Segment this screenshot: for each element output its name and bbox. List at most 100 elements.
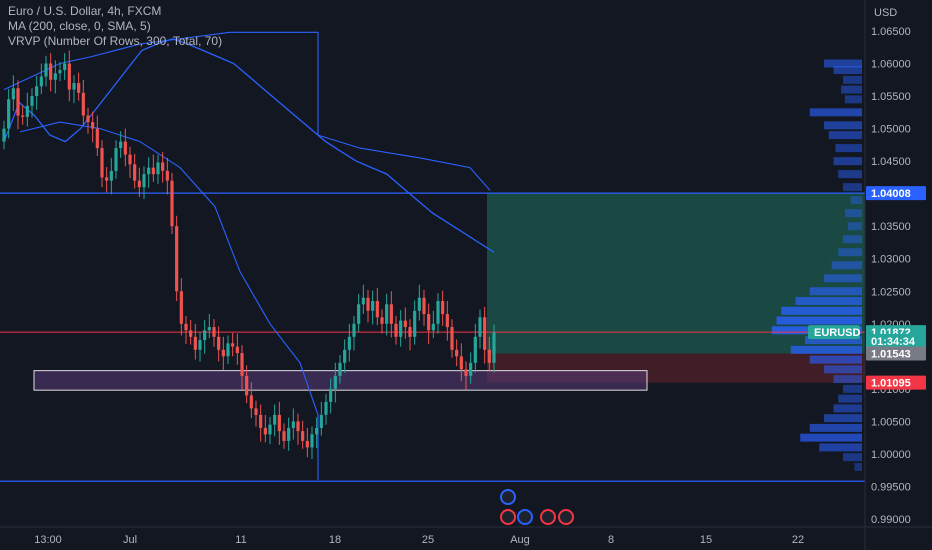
candle-body[interactable] bbox=[366, 297, 370, 311]
event-icons[interactable] bbox=[500, 489, 574, 525]
candle-body[interactable] bbox=[431, 323, 435, 331]
candle-body[interactable] bbox=[394, 323, 398, 337]
candle-body[interactable] bbox=[310, 434, 314, 448]
candle-body[interactable] bbox=[226, 343, 230, 357]
candle-body[interactable] bbox=[240, 353, 244, 376]
candle-body[interactable] bbox=[105, 177, 109, 181]
candle-body[interactable] bbox=[273, 414, 277, 425]
candle-body[interactable] bbox=[170, 180, 174, 227]
economic-event-icon[interactable] bbox=[500, 489, 516, 505]
candle-body[interactable] bbox=[343, 349, 347, 363]
candle-body[interactable] bbox=[16, 88, 20, 116]
candle-body[interactable] bbox=[21, 115, 25, 117]
candle-body[interactable] bbox=[7, 99, 11, 129]
candle-body[interactable] bbox=[179, 291, 183, 324]
candle-body[interactable] bbox=[263, 427, 267, 435]
candle-body[interactable] bbox=[329, 388, 333, 402]
candle-body[interactable] bbox=[385, 304, 389, 324]
candle-body[interactable] bbox=[427, 314, 431, 331]
candle-body[interactable] bbox=[249, 395, 253, 409]
candle-body[interactable] bbox=[408, 327, 412, 337]
economic-event-icon[interactable] bbox=[500, 509, 516, 525]
candle-body[interactable] bbox=[380, 317, 384, 324]
candle-body[interactable] bbox=[133, 164, 137, 181]
candle-body[interactable] bbox=[39, 76, 43, 87]
candle-body[interactable] bbox=[473, 336, 477, 363]
candle-body[interactable] bbox=[189, 330, 193, 337]
candle-body[interactable] bbox=[338, 362, 342, 376]
candle-body[interactable] bbox=[305, 440, 309, 448]
candle-body[interactable] bbox=[287, 427, 291, 441]
candle-body[interactable] bbox=[245, 375, 249, 396]
candle-body[interactable] bbox=[161, 162, 165, 171]
candle-body[interactable] bbox=[291, 421, 295, 428]
candle-body[interactable] bbox=[81, 92, 85, 116]
candle-body[interactable] bbox=[231, 343, 235, 347]
candle-body[interactable] bbox=[221, 349, 225, 357]
candle-body[interactable] bbox=[324, 401, 328, 415]
candle-body[interactable] bbox=[147, 167, 151, 175]
candle-body[interactable] bbox=[403, 320, 407, 328]
candle-body[interactable] bbox=[389, 304, 393, 324]
candle-body[interactable] bbox=[371, 301, 375, 311]
candle-body[interactable] bbox=[333, 375, 337, 389]
candle-body[interactable] bbox=[455, 349, 459, 357]
candle-body[interactable] bbox=[2, 128, 6, 142]
economic-event-icon[interactable] bbox=[558, 509, 574, 525]
candle-body[interactable] bbox=[109, 170, 113, 181]
candle-body[interactable] bbox=[417, 297, 421, 311]
candle-body[interactable] bbox=[58, 70, 62, 74]
candle-body[interactable] bbox=[301, 431, 305, 441]
ma-indicator-label[interactable]: MA (200, close, 0, SMA, 5) bbox=[8, 19, 151, 33]
candle-body[interactable] bbox=[203, 330, 207, 341]
candle-body[interactable] bbox=[422, 297, 426, 315]
candle-body[interactable] bbox=[137, 180, 141, 188]
candle-body[interactable] bbox=[347, 336, 351, 350]
candle-body[interactable] bbox=[91, 122, 95, 129]
candle-body[interactable] bbox=[445, 314, 449, 328]
candle-body[interactable] bbox=[123, 141, 127, 155]
candle-body[interactable] bbox=[207, 327, 211, 331]
candle-body[interactable] bbox=[49, 63, 53, 80]
candle-body[interactable] bbox=[357, 304, 361, 324]
candle-body[interactable] bbox=[282, 431, 286, 441]
candle-body[interactable] bbox=[156, 162, 160, 175]
candle-body[interactable] bbox=[464, 369, 468, 376]
candle-body[interactable] bbox=[259, 414, 263, 428]
vrvp-indicator-label[interactable]: VRVP (Number Of Rows, 300, Total, 70) bbox=[8, 34, 223, 48]
symbol-title[interactable]: Euro / U.S. Dollar, 4h, FXCM bbox=[8, 4, 162, 18]
candle-body[interactable] bbox=[67, 63, 71, 90]
candle-body[interactable] bbox=[296, 421, 300, 432]
candle-body[interactable] bbox=[114, 148, 118, 171]
candle-body[interactable] bbox=[459, 356, 463, 370]
candle-body[interactable] bbox=[361, 297, 365, 305]
candle-body[interactable] bbox=[11, 88, 15, 100]
candle-body[interactable] bbox=[95, 128, 99, 149]
candle-body[interactable] bbox=[235, 346, 239, 354]
candle-body[interactable] bbox=[119, 141, 123, 149]
candles[interactable] bbox=[2, 50, 496, 460]
candle-body[interactable] bbox=[184, 323, 188, 331]
candle-body[interactable] bbox=[478, 317, 482, 337]
candle-body[interactable] bbox=[469, 362, 473, 376]
candle-body[interactable] bbox=[441, 301, 445, 315]
candle-body[interactable] bbox=[25, 105, 29, 117]
candle-body[interactable] bbox=[352, 323, 356, 337]
economic-event-icon[interactable] bbox=[540, 509, 556, 525]
economic-event-icon[interactable] bbox=[517, 509, 533, 525]
candle-body[interactable] bbox=[217, 336, 221, 350]
candle-body[interactable] bbox=[44, 63, 48, 77]
candle-body[interactable] bbox=[35, 86, 39, 97]
candle-body[interactable] bbox=[86, 115, 90, 123]
candle-body[interactable] bbox=[254, 408, 258, 415]
candle-body[interactable] bbox=[151, 167, 155, 175]
candle-body[interactable] bbox=[277, 414, 281, 432]
candle-body[interactable] bbox=[399, 320, 403, 337]
candle-body[interactable] bbox=[53, 73, 57, 80]
candle-body[interactable] bbox=[483, 317, 487, 350]
candle-body[interactable] bbox=[413, 310, 417, 337]
candle-body[interactable] bbox=[319, 414, 323, 428]
candle-body[interactable] bbox=[165, 170, 169, 181]
candle-body[interactable] bbox=[315, 427, 319, 435]
